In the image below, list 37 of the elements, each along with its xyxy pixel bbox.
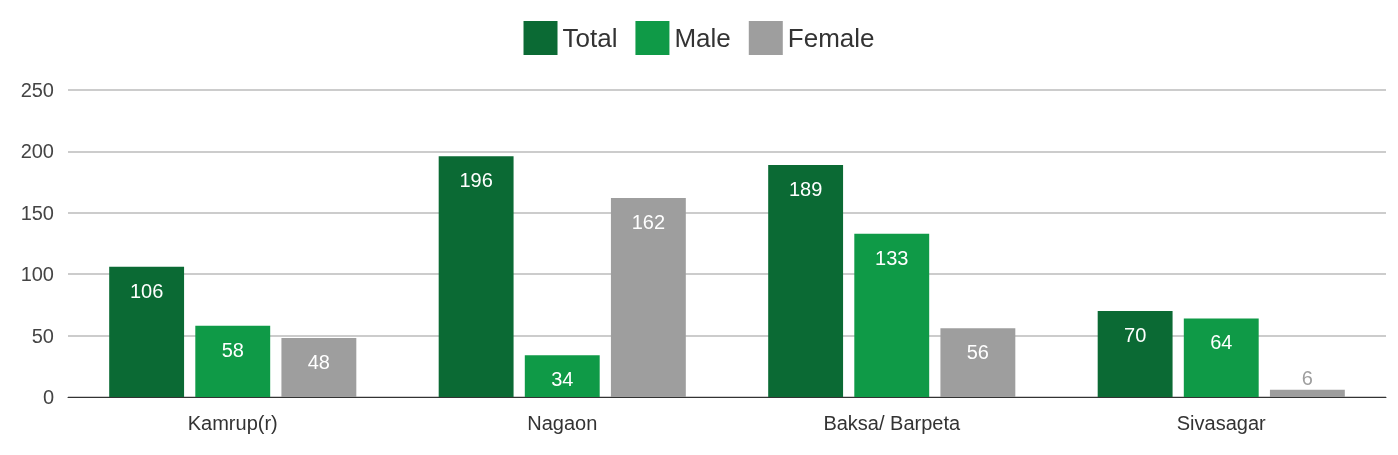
bar: [281, 338, 357, 397]
y-tick-label: 0: [42, 386, 54, 408]
data-label: 189: [788, 177, 823, 200]
data-label: 34: [551, 368, 574, 391]
data-label: 6: [1301, 366, 1313, 389]
data-label: 196: [459, 169, 493, 192]
legend-label: Female: [787, 23, 875, 53]
bar: [1183, 318, 1259, 397]
data-label: 48: [307, 351, 330, 374]
bar: [109, 266, 185, 397]
data-label: 70: [1124, 324, 1147, 347]
bar: [195, 325, 271, 397]
data-label: 58: [221, 338, 244, 361]
data-label: 56: [966, 341, 989, 364]
x-tick-label: Sivasagar: [1176, 412, 1267, 434]
y-tick-label: 250: [20, 79, 54, 101]
y-tick-label: 200: [20, 140, 54, 163]
bar: [610, 198, 686, 397]
bar: [524, 355, 600, 397]
y-tick-label: 100: [20, 263, 54, 286]
legend-label: Total: [562, 23, 618, 53]
data-label: 133: [875, 246, 909, 269]
bar: [1269, 389, 1345, 397]
bar: [854, 233, 930, 397]
data-label: 106: [129, 279, 164, 302]
bar: [940, 328, 1016, 397]
bar: [438, 156, 514, 397]
x-tick-label: Nagaon: [527, 412, 598, 434]
legend-label: Male: [674, 23, 731, 53]
x-tick-label: Kamrup(r): [187, 412, 278, 434]
y-tick-label: 50: [31, 324, 54, 347]
y-tick-label: 150: [20, 201, 54, 224]
bar: [768, 164, 844, 397]
data-label: 64: [1210, 331, 1233, 354]
bar: [1097, 311, 1173, 397]
data-label: 162: [631, 211, 666, 234]
x-tick-label: Baksa/ Barpeta: [823, 412, 961, 434]
